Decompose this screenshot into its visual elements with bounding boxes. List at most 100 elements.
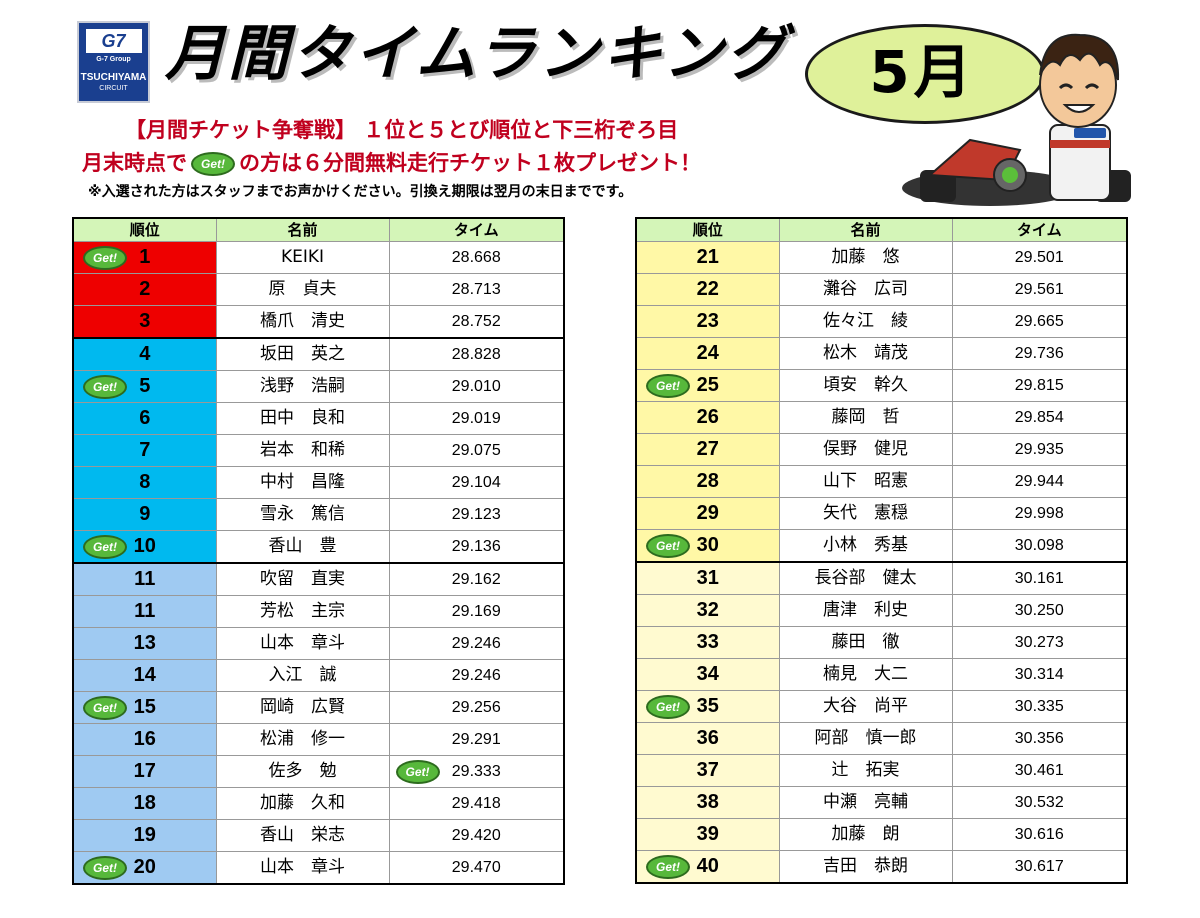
rank-number: 6 xyxy=(139,407,151,429)
header-time: タイム xyxy=(951,217,1128,242)
name-cell: 芳松 主宗 xyxy=(215,595,390,628)
logo-group-text: G-7 Group xyxy=(96,56,131,63)
rank-number: 11 xyxy=(134,600,156,622)
rank-number: 3 xyxy=(139,310,151,332)
rank-cell: 18 xyxy=(72,787,217,820)
time-value: 29.561 xyxy=(1014,281,1064,298)
name-cell: 加藤 朗 xyxy=(778,818,953,851)
time-value: 29.104 xyxy=(451,474,501,491)
time-value: 29.256 xyxy=(451,699,501,716)
table-row: 18 加藤 久和 29.418 xyxy=(72,787,565,820)
rank-number: 30 xyxy=(696,534,719,556)
table-row: Get! 1 KEIKI 28.668 xyxy=(72,241,565,274)
rank-number: 17 xyxy=(133,760,156,782)
table-row: Get! 35 大谷 尚平 30.335 xyxy=(635,690,1128,723)
time-cell: 29.291 xyxy=(388,723,565,756)
time-value: 29.291 xyxy=(451,731,501,748)
rank-number: 25 xyxy=(696,374,719,396)
rank-cell: 6 xyxy=(72,402,217,435)
time-value: 28.668 xyxy=(451,249,501,266)
rank-number: 4 xyxy=(139,343,151,365)
rank-cell: Get! 5 xyxy=(72,370,217,403)
header-rank: 順位 xyxy=(635,217,780,242)
rank-number: 1 xyxy=(139,246,151,268)
rank-cell: 34 xyxy=(635,658,780,691)
rank-cell: 16 xyxy=(72,723,217,756)
name-cell: 岩本 和稀 xyxy=(215,434,390,467)
time-value: 29.333 xyxy=(451,763,501,780)
rank-cell: 3 xyxy=(72,305,217,339)
rank-number: 27 xyxy=(696,438,719,460)
time-cell: 29.246 xyxy=(388,659,565,692)
time-cell: 30.314 xyxy=(951,658,1128,691)
time-value: 30.098 xyxy=(1014,537,1064,554)
time-value: 30.461 xyxy=(1014,762,1064,779)
logo-circuit-text: CIRCUIT xyxy=(99,85,128,92)
rank-cell: 39 xyxy=(635,818,780,851)
get-badge-icon: Get! xyxy=(83,535,127,559)
get-badge-icon: Get! xyxy=(83,696,127,720)
rank-number: 8 xyxy=(139,471,151,493)
rank-cell: 33 xyxy=(635,626,780,659)
kart-driver-illustration xyxy=(902,33,1131,206)
table-row: 11 芳松 主宗 29.169 xyxy=(72,595,565,628)
table-row: 23 佐々江 綾 29.665 xyxy=(635,305,1128,338)
name-cell: 松浦 修一 xyxy=(215,723,390,756)
rank-number: 5 xyxy=(139,375,151,397)
header-name: 名前 xyxy=(215,217,390,242)
name-cell: 山本 章斗 xyxy=(215,851,390,885)
rank-cell: 32 xyxy=(635,594,780,627)
time-value: 29.420 xyxy=(451,827,501,844)
time-value: 30.273 xyxy=(1014,634,1064,651)
table-row: 9 雪永 篤信 29.123 xyxy=(72,498,565,531)
rank-cell: 31 xyxy=(635,561,780,595)
time-value: 29.010 xyxy=(451,378,501,395)
time-cell: 29.246 xyxy=(388,627,565,660)
rank-number: 31 xyxy=(696,567,719,589)
table-row: 32 唐津 利史 30.250 xyxy=(635,594,1128,627)
name-cell: 坂田 英之 xyxy=(215,337,390,371)
time-value: 29.246 xyxy=(451,667,501,684)
rank-cell: 22 xyxy=(635,273,780,306)
rank-number: 11 xyxy=(134,568,156,590)
time-value: 29.418 xyxy=(451,795,501,812)
time-value: 29.736 xyxy=(1014,345,1064,362)
name-cell: 山下 昭憲 xyxy=(778,465,953,498)
name-cell: 藤岡 哲 xyxy=(778,401,953,434)
time-cell: 29.136 xyxy=(388,530,565,564)
header-time: タイム xyxy=(388,217,565,242)
time-cell: Get! 29.333 xyxy=(388,755,565,788)
time-cell: 30.616 xyxy=(951,818,1128,851)
rank-number: 36 xyxy=(696,727,719,749)
name-cell: 唐津 利史 xyxy=(778,594,953,627)
rank-cell: 4 xyxy=(72,337,217,371)
name-cell: 香山 栄志 xyxy=(215,819,390,852)
rank-number: 26 xyxy=(696,406,719,428)
time-value: 29.136 xyxy=(451,538,501,555)
name-cell: 俣野 健児 xyxy=(778,433,953,466)
time-cell: 29.019 xyxy=(388,402,565,435)
table-row: 4 坂田 英之 28.828 xyxy=(72,337,565,371)
rank-cell: 8 xyxy=(72,466,217,499)
time-cell: 30.250 xyxy=(951,594,1128,627)
table-row: 36 阿部 慎一郎 30.356 xyxy=(635,722,1128,755)
table-row: 3 橋爪 清史 28.752 xyxy=(72,305,565,339)
rank-cell: 7 xyxy=(72,434,217,467)
time-value: 29.123 xyxy=(451,506,501,523)
name-cell: 藤田 徹 xyxy=(778,626,953,659)
rank-number: 18 xyxy=(133,792,156,814)
table-row: 34 楠見 大二 30.314 xyxy=(635,658,1128,691)
rank-cell: 38 xyxy=(635,786,780,819)
rank-number: 29 xyxy=(696,502,719,524)
table-row: 14 入江 誠 29.246 xyxy=(72,659,565,692)
time-value: 29.935 xyxy=(1014,441,1064,458)
time-cell: 29.944 xyxy=(951,465,1128,498)
get-badge-icon: Get! xyxy=(395,760,440,784)
name-cell: KEIKI xyxy=(215,241,390,274)
notice-line-1: 【月間チケット争奪戦】 １位と５とび順位と下三桁ぞろ目 xyxy=(125,118,679,142)
tsuchiyama-circuit-logo: G7 G-7 Group TSUCHIYAMA CIRCUIT xyxy=(77,21,150,103)
table-row: 38 中瀬 亮輔 30.532 xyxy=(635,786,1128,819)
time-value: 28.752 xyxy=(451,313,501,330)
time-value: 29.501 xyxy=(1014,249,1064,266)
notice-line-2-start: 月末時点で xyxy=(82,151,187,175)
